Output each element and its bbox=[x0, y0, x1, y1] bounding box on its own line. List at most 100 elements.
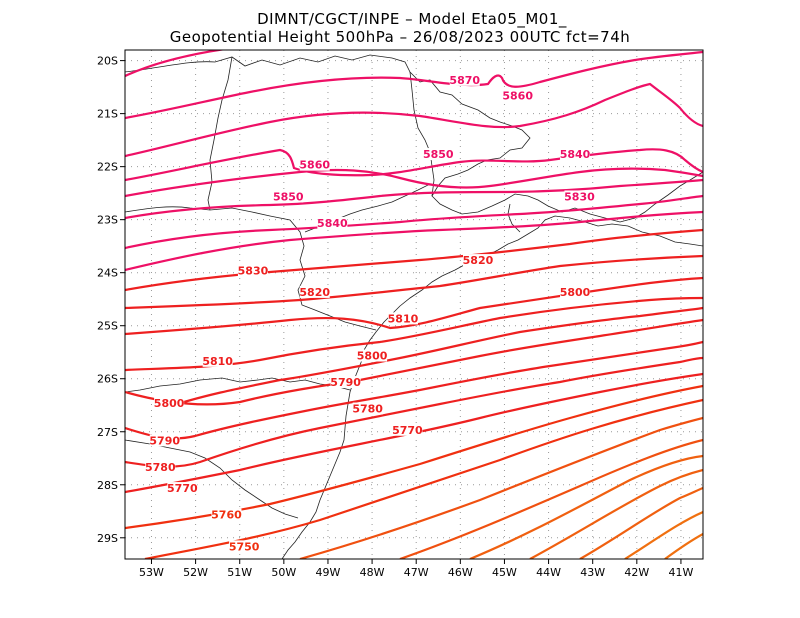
contour-line bbox=[125, 178, 703, 220]
contour-label: 5800 bbox=[560, 286, 591, 299]
contour-label: 5790 bbox=[149, 434, 180, 447]
lat-tick-label: 28S bbox=[97, 479, 118, 492]
contour-label: 5860 bbox=[299, 159, 330, 172]
contour-label-bg bbox=[299, 285, 330, 298]
contour-line bbox=[125, 340, 703, 440]
lon-tick-label: 45W bbox=[492, 566, 517, 579]
lat-tick-label: 24S bbox=[97, 267, 118, 280]
contour-label-bg bbox=[154, 397, 185, 410]
contour-label: 5840 bbox=[560, 148, 591, 161]
contour-line bbox=[125, 50, 703, 120]
contour-label-bg bbox=[149, 434, 180, 447]
contour-label-bg bbox=[167, 482, 198, 495]
contour-label: 5850 bbox=[273, 190, 304, 203]
lon-tick-label: 53W bbox=[139, 566, 164, 579]
contour-line bbox=[125, 318, 703, 406]
contour-label: 5790 bbox=[330, 376, 361, 389]
contour-label: 5860 bbox=[502, 90, 533, 103]
contour-line bbox=[125, 82, 703, 158]
contour-label-bg bbox=[564, 190, 595, 203]
contour-line bbox=[125, 50, 227, 78]
contour-label-bg bbox=[560, 148, 591, 161]
lon-tick-label: 50W bbox=[271, 566, 296, 579]
contour-label: 5770 bbox=[167, 482, 198, 495]
lon-tick-label: 48W bbox=[360, 566, 385, 579]
contour-line bbox=[125, 228, 703, 292]
contour-label-bg bbox=[211, 508, 242, 521]
contour-label-bg bbox=[449, 73, 480, 86]
contour-line bbox=[125, 254, 703, 310]
contour-label-bg bbox=[317, 216, 348, 229]
contour-label: 5780 bbox=[145, 461, 176, 474]
lon-tick-label: 42W bbox=[624, 566, 649, 579]
lon-tick-label: 49W bbox=[316, 566, 341, 579]
contour-label: 5820 bbox=[299, 286, 330, 299]
contour-line bbox=[125, 148, 703, 182]
contour-label-bg bbox=[392, 423, 423, 436]
lat-tick-label: 21S bbox=[97, 108, 118, 121]
contour-label: 5800 bbox=[357, 350, 388, 363]
map-frame bbox=[124, 49, 704, 560]
contour-line bbox=[125, 356, 703, 468]
contour-label-bg bbox=[330, 376, 361, 389]
contour-label: 5810 bbox=[202, 355, 233, 368]
contour-label-bg bbox=[237, 264, 268, 277]
contour-line bbox=[469, 454, 703, 559]
lat-tick-label: 23S bbox=[97, 214, 118, 227]
contour-label-bg bbox=[202, 354, 233, 367]
map-title-line1: DIMNT/CGCT/INPE – Model Eta05_M01_ bbox=[257, 10, 567, 29]
contour-label-bg bbox=[273, 190, 304, 203]
contour-label-bg bbox=[145, 460, 176, 473]
lat-tick-label: 27S bbox=[97, 426, 118, 439]
contour-line bbox=[579, 486, 703, 559]
contour-line bbox=[125, 167, 703, 198]
contour-label: 5780 bbox=[352, 403, 383, 416]
height-contours bbox=[125, 50, 703, 559]
contour-label: 5820 bbox=[463, 254, 494, 267]
contour-label: 5750 bbox=[229, 540, 260, 553]
contour-label: 5770 bbox=[392, 424, 423, 437]
contour-label: 5870 bbox=[449, 74, 480, 87]
contour-label-bg bbox=[299, 158, 330, 171]
lat-tick-label: 26S bbox=[97, 373, 118, 386]
lon-tick-label: 47W bbox=[404, 566, 429, 579]
state-boundary bbox=[409, 71, 435, 197]
contour-line bbox=[125, 296, 703, 372]
lat-tick-label: 29S bbox=[97, 532, 118, 545]
contour-line bbox=[125, 276, 703, 336]
lat-tick-label: 20S bbox=[97, 55, 118, 68]
contour-label: 5840 bbox=[317, 217, 348, 230]
contour-label-bg bbox=[352, 402, 383, 415]
lon-tick-label: 46W bbox=[448, 566, 473, 579]
contour-label: 5810 bbox=[388, 312, 419, 325]
state-boundary bbox=[507, 203, 521, 233]
lon-tick-label: 41W bbox=[669, 566, 694, 579]
state-boundary bbox=[125, 206, 377, 331]
contour-label-bg bbox=[502, 89, 533, 102]
contour-line bbox=[624, 510, 703, 559]
contour-line bbox=[125, 194, 703, 250]
contour-line bbox=[164, 306, 703, 410]
contour-line bbox=[299, 416, 703, 559]
lon-tick-label: 43W bbox=[580, 566, 605, 579]
graticule bbox=[125, 50, 703, 559]
contour-line bbox=[399, 438, 703, 559]
contour-labels: 5870 5860 5860 5850 5850 5840 5840 5830 5830 5820… bbox=[145, 73, 595, 553]
state-boundary bbox=[125, 377, 351, 393]
contour-line bbox=[664, 533, 703, 559]
state-boundary bbox=[207, 56, 233, 211]
contour-label: 5760 bbox=[211, 509, 242, 522]
lon-tick-label: 51W bbox=[227, 566, 252, 579]
lon-tick-label: 52W bbox=[183, 566, 208, 579]
lat-tick-label: 25S bbox=[97, 320, 118, 333]
contour-line bbox=[125, 210, 703, 272]
lat-tick-label: 22S bbox=[97, 161, 118, 174]
contour-label: 5800 bbox=[154, 397, 185, 410]
contour-label-bg bbox=[462, 254, 493, 267]
contour-label: 5830 bbox=[238, 265, 269, 278]
contour-label: 5850 bbox=[423, 148, 454, 161]
contour-label-bg bbox=[357, 349, 388, 362]
state-boundary bbox=[125, 439, 299, 519]
axis-ticks: 53W 52W 51W 50W 49W 48W 47W 46W 45W 44W 43W 42W 41W 2… bbox=[97, 55, 693, 579]
